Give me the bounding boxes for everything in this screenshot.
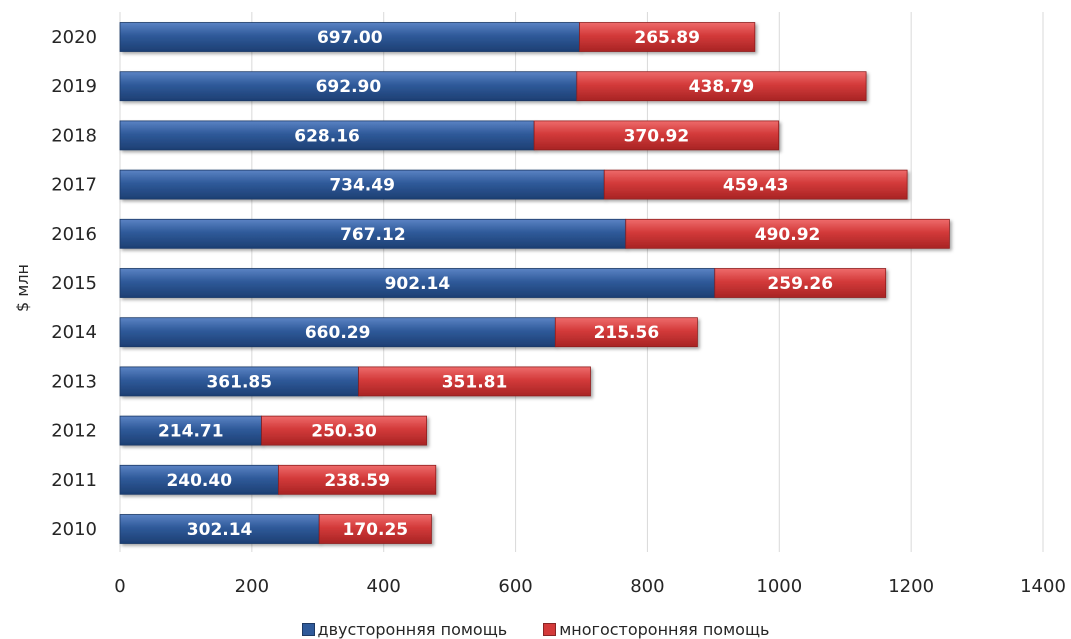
data-label-multilateral-2015: 259.26 [767, 274, 833, 294]
data-label-multilateral-2020: 265.89 [634, 28, 700, 48]
x-tick-label: 400 [367, 576, 401, 597]
y-tick-label: 2013 [51, 371, 97, 392]
x-tick-label: 1000 [756, 576, 802, 597]
data-label-bilateral-2012: 214.71 [158, 422, 224, 442]
y-tick-label: 2014 [51, 322, 97, 343]
bar-multilateral-2019 [576, 71, 867, 102]
legend-label-multilateral: многосторонняя помощь [559, 620, 770, 639]
data-label-bilateral-2016: 767.12 [340, 225, 406, 245]
data-label-bilateral-2010: 302.14 [187, 520, 253, 540]
bar-bilateral-2019 [119, 71, 578, 102]
data-label-bilateral-2018: 628.16 [294, 126, 360, 146]
bar-multilateral-2015 [714, 268, 887, 298]
bar-multilateral-2013 [358, 366, 591, 397]
bar-bilateral-2017 [119, 169, 605, 200]
y-axis-ticks: 2010 2011 2012 2013 2014 2015 2016 2017 2018 2019… [51, 27, 97, 540]
data-label-bilateral-2020: 697.00 [317, 28, 383, 48]
data-label-bilateral-2011: 240.40 [166, 471, 232, 491]
y-tick-label: 2015 [51, 273, 97, 294]
data-label-bilateral-2019: 692.90 [316, 77, 382, 97]
x-tick-label: 200 [235, 576, 269, 597]
data-label-multilateral-2014: 215.56 [594, 323, 660, 343]
x-tick-label: 1400 [1020, 576, 1066, 597]
bar-bilateral-2014 [119, 317, 556, 348]
x-axis-ticks: 0 200 400 600 800 1000 1200 1400 [114, 576, 1066, 597]
bar-multilateral-2016 [625, 218, 950, 249]
bar-bilateral-2018 [119, 120, 535, 151]
legend-item-multilateral: многосторонняя помощь [543, 620, 769, 639]
y-tick-label: 2011 [51, 470, 97, 491]
y-tick-label: 2017 [51, 175, 97, 196]
x-tick-label: 800 [630, 576, 664, 597]
legend-item-bilateral: двусторонняя помощь [301, 620, 508, 639]
legend-label-bilateral: двусторонняя помощь [317, 620, 508, 639]
y-tick-label: 2019 [51, 76, 97, 97]
bar-multilateral-2012 [261, 415, 427, 446]
x-tick-label: 600 [498, 576, 532, 597]
bar-multilateral-2011 [278, 464, 437, 495]
bar-bilateral-2016 [119, 218, 627, 249]
data-label-bilateral-2014: 660.29 [305, 323, 371, 343]
data-label-multilateral-2018: 370.92 [624, 126, 690, 146]
data-label-multilateral-2013: 351.81 [442, 372, 508, 392]
y-tick-label: 2012 [51, 421, 97, 442]
bar-multilateral-2017 [603, 169, 908, 200]
x-tick-label: 0 [114, 576, 125, 597]
x-tick-label: 1200 [888, 576, 934, 597]
data-label-multilateral-2017: 459.43 [723, 176, 789, 196]
bars: 302.14 170.25 240.40 238.59 214.71 250.30 361.… [119, 22, 950, 544]
y-tick-label: 2016 [51, 224, 97, 245]
bar-multilateral-2010 [318, 514, 432, 544]
bar-bilateral-2010 [119, 514, 320, 544]
data-label-multilateral-2019: 438.79 [689, 77, 755, 97]
bar-multilateral-2018 [533, 120, 780, 151]
legend: двусторонняя помощь многосторонняя помощ… [0, 620, 1071, 639]
y-tick-label: 2020 [51, 27, 97, 48]
bar-multilateral-2014 [554, 317, 698, 348]
bar-multilateral-2020 [579, 22, 756, 52]
data-label-bilateral-2013: 361.85 [206, 372, 272, 392]
y-tick-label: 2010 [51, 519, 97, 540]
data-label-multilateral-2012: 250.30 [311, 422, 377, 442]
data-label-multilateral-2011: 238.59 [324, 471, 390, 491]
data-label-multilateral-2010: 170.25 [343, 520, 409, 540]
stacked-bar-chart: 302.14 170.25 240.40 238.59 214.71 250.30 361.… [13, 12, 1066, 597]
legend-swatch-bilateral [301, 623, 315, 636]
data-label-bilateral-2017: 734.49 [329, 176, 395, 196]
bar-bilateral-2013 [119, 366, 359, 397]
y-axis-label: $ млн [13, 264, 32, 312]
bar-bilateral-2020 [119, 22, 580, 52]
legend-swatch-multilateral [543, 623, 557, 636]
data-label-bilateral-2015: 902.14 [385, 274, 451, 294]
bar-bilateral-2015 [119, 268, 716, 298]
y-tick-label: 2018 [51, 125, 97, 146]
data-label-multilateral-2016: 490.92 [755, 225, 821, 245]
